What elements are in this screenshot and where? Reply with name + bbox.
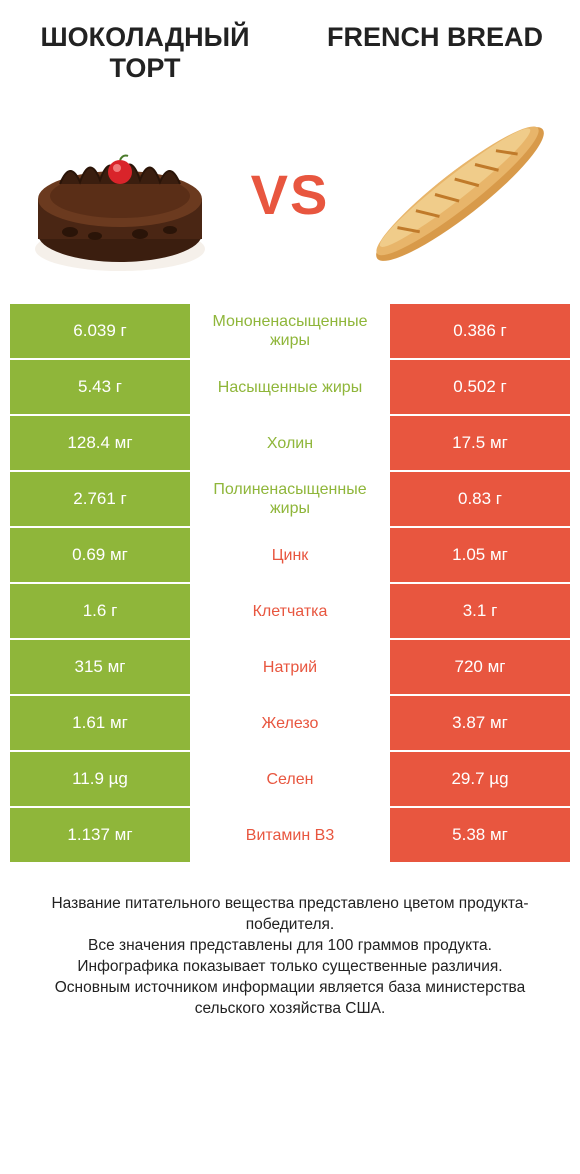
nutrient-label: Клетчатка: [190, 584, 390, 638]
comparison-table: 6.039 гМононенасыщенные жиры0.386 г5.43 …: [10, 304, 570, 864]
value-right: 3.87 мг: [390, 696, 570, 750]
nutrient-label: Селен: [190, 752, 390, 806]
value-left: 1.6 г: [10, 584, 190, 638]
table-row: 6.039 гМононенасыщенные жиры0.386 г: [10, 304, 570, 360]
footer-line: Название питательного вещества представл…: [20, 894, 560, 936]
table-row: 5.43 гНасыщенные жиры0.502 г: [10, 360, 570, 416]
value-left: 5.43 г: [10, 360, 190, 414]
value-right: 0.502 г: [390, 360, 570, 414]
title-right: FRENCH BREAD: [320, 22, 550, 84]
value-right: 3.1 г: [390, 584, 570, 638]
value-right: 5.38 мг: [390, 808, 570, 862]
value-right: 0.386 г: [390, 304, 570, 358]
nutrient-label: Железо: [190, 696, 390, 750]
nutrient-label: Холин: [190, 416, 390, 470]
title-left: ШОКОЛАДНЫЙ ТОРТ: [30, 22, 260, 84]
table-row: 2.761 гПолиненасыщенные жиры0.83 г: [10, 472, 570, 528]
table-row: 1.61 мгЖелезо3.87 мг: [10, 696, 570, 752]
value-left: 1.137 мг: [10, 808, 190, 862]
footer-line: Все значения представлены для 100 граммо…: [20, 936, 560, 957]
nutrient-label: Полиненасыщенные жиры: [190, 472, 390, 526]
images-row: VS: [0, 94, 580, 304]
value-left: 6.039 г: [10, 304, 190, 358]
table-row: 128.4 мгХолин17.5 мг: [10, 416, 570, 472]
value-right: 720 мг: [390, 640, 570, 694]
bread-image: [355, 104, 565, 284]
value-left: 0.69 мг: [10, 528, 190, 582]
value-right: 1.05 мг: [390, 528, 570, 582]
value-left: 2.761 г: [10, 472, 190, 526]
footer-line: Инфографика показывает только существенн…: [20, 957, 560, 978]
value-left: 11.9 µg: [10, 752, 190, 806]
nutrient-label: Витамин B3: [190, 808, 390, 862]
table-row: 1.137 мгВитамин B35.38 мг: [10, 808, 570, 864]
table-row: 1.6 гКлетчатка3.1 г: [10, 584, 570, 640]
value-left: 128.4 мг: [10, 416, 190, 470]
table-row: 315 мгНатрий720 мг: [10, 640, 570, 696]
value-left: 1.61 мг: [10, 696, 190, 750]
nutrient-label: Натрий: [190, 640, 390, 694]
footer: Название питательного вещества представл…: [0, 864, 580, 1020]
nutrient-label: Цинк: [190, 528, 390, 582]
table-row: 0.69 мгЦинк1.05 мг: [10, 528, 570, 584]
cake-image: [15, 104, 225, 284]
value-right: 17.5 мг: [390, 416, 570, 470]
vs-label: VS: [251, 162, 330, 227]
nutrient-label: Мононенасыщенные жиры: [190, 304, 390, 358]
header: ШОКОЛАДНЫЙ ТОРТ FRENCH BREAD: [0, 0, 580, 94]
footer-line: Основным источником информации является …: [20, 978, 560, 1020]
table-row: 11.9 µgСелен29.7 µg: [10, 752, 570, 808]
value-right: 29.7 µg: [390, 752, 570, 806]
value-right: 0.83 г: [390, 472, 570, 526]
nutrient-label: Насыщенные жиры: [190, 360, 390, 414]
value-left: 315 мг: [10, 640, 190, 694]
